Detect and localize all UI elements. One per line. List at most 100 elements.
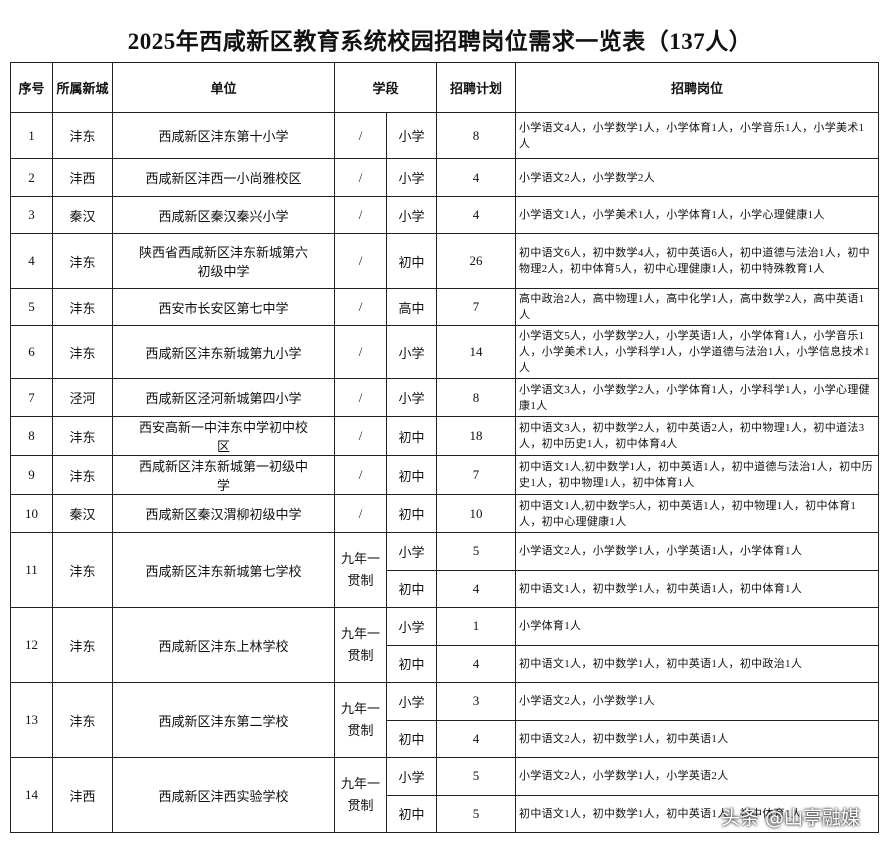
plan: 4 xyxy=(436,569,517,608)
unit: 西安高新一中沣东中学初中校区 xyxy=(112,416,335,456)
posts: 高中政治2人，高中物理1人，高中化学1人，高中数学2人，高中英语1人 xyxy=(515,288,880,326)
stage: 初中 xyxy=(385,455,438,495)
school-type: / xyxy=(334,233,387,289)
plan: 5 xyxy=(436,757,517,796)
row-number: 4 xyxy=(10,233,53,289)
unit: 西咸新区沣东上林学校 xyxy=(112,607,335,683)
posts: 初中语文2人，初中数学1人，初中英语1人 xyxy=(515,719,880,758)
row: 9 沣东 西咸新区沣东新城第一初级中学 / 初中 7 初中语文1人,初中数学1人，初中英语1… xyxy=(10,455,880,495)
school-type: / xyxy=(334,288,387,326)
stage: 初中 xyxy=(385,416,438,456)
posts: 初中语文3人，初中数学2人，初中英语2人，初中物理1人，初中道法3人，初中历史1… xyxy=(515,416,880,456)
row: 12 沣东 西咸新区沣东上林学校 九年一贯制 小学 1 小学体育1人 xyxy=(10,607,880,683)
plan: 5 xyxy=(436,794,517,833)
posts: 小学语文5人，小学数学2人，小学英语1人，小学体育1人，小学音乐1人，小学美术1… xyxy=(515,325,880,379)
district: 沣东 xyxy=(52,607,113,683)
stage: 初中 xyxy=(385,233,438,289)
stage: 小学 xyxy=(385,607,438,646)
unit: 西咸新区沣西一小尚雅校区 xyxy=(112,158,335,197)
unit: 西咸新区沣东新城第七学校 xyxy=(112,532,335,608)
plan: 10 xyxy=(436,494,517,533)
plan: 18 xyxy=(436,416,517,456)
unit: 西咸新区沣东第二学校 xyxy=(112,682,335,758)
posts: 小学语文2人，小学数学1人 xyxy=(515,682,880,721)
district: 沣东 xyxy=(52,455,113,495)
row: 8 沣东 西安高新一中沣东中学初中校区 / 初中 18 初中语文3人，初中数学2人，初中英语… xyxy=(10,416,880,456)
row-number: 5 xyxy=(10,288,53,326)
stage: 小学 xyxy=(385,378,438,417)
row: 初中 4 初中语文1人，初中数学1人，初中英语1人，初中体育1人 xyxy=(11,569,880,608)
plan: 7 xyxy=(436,288,517,326)
unit: 西咸新区沣东新城第一初级中学 xyxy=(112,455,335,495)
posts: 初中语文1人，初中数学1人，初中英语1人，初中政治1人 xyxy=(515,644,880,683)
stage: 小学 xyxy=(385,325,438,379)
row-number: 7 xyxy=(10,378,53,417)
school-type: / xyxy=(334,158,387,197)
plan: 7 xyxy=(436,455,517,495)
stage: 初中 xyxy=(385,569,438,608)
plan: 4 xyxy=(436,719,517,758)
district: 沣西 xyxy=(52,158,113,197)
plan: 14 xyxy=(436,325,517,379)
school-type: / xyxy=(334,416,387,456)
stage: 初中 xyxy=(385,494,438,533)
plan: 5 xyxy=(436,532,517,571)
plan: 4 xyxy=(436,196,517,234)
row-number: 10 xyxy=(10,494,53,533)
district: 沣东 xyxy=(52,233,113,289)
posts: 小学语文3人，小学数学2人，小学体育1人，小学科学1人，小学心理健康1人 xyxy=(515,378,880,417)
school-type: 九年一贯制 xyxy=(334,607,387,683)
plan: 1 xyxy=(436,607,517,646)
row: 11 沣东 西咸新区沣东新城第七学校 九年一贯制 小学 5 小学语文2人，小学数学1人，小学… xyxy=(10,532,880,608)
school-type: / xyxy=(334,112,387,159)
row-number: 2 xyxy=(10,158,53,197)
row: 7 泾河 西咸新区泾河新城第四小学 / 小学 8 小学语文3人，小学数学2人，小学体育1人，… xyxy=(10,378,880,417)
watermark: 头条 @山亭融媒 xyxy=(720,807,860,829)
row-number: 8 xyxy=(10,416,53,456)
stage: 初中 xyxy=(385,644,438,683)
unit: 西咸新区沣西实验学校 xyxy=(112,757,335,833)
row-number: 12 xyxy=(10,607,53,683)
row: 初中 4 初中语文1人，初中数学1人，初中英语1人，初中政治1人 xyxy=(11,644,880,683)
district: 沣东 xyxy=(52,682,113,758)
table: 序号 所属新城 单位 学段 招聘计划 招聘岗位 1 沣东 西咸新区沣东第十小学 / 小学 8 小学语文… xyxy=(10,62,880,833)
posts: 初中语文1人，初中数学1人，初中英语1人，初中体育1人 xyxy=(515,569,880,608)
district: 沣东 xyxy=(52,112,113,159)
district: 秦汉 xyxy=(52,494,113,533)
plan: 3 xyxy=(436,682,517,721)
stage: 小学 xyxy=(385,532,438,571)
posts: 初中语文1人,初中数学1人，初中英语1人，初中道德与法治1人，初中历史1人，初中… xyxy=(515,455,880,495)
stage: 高中 xyxy=(385,288,438,326)
school-type: / xyxy=(334,378,387,417)
header-cell: 招聘岗位 xyxy=(515,62,880,113)
header-row: 序号 所属新城 单位 学段 招聘计划 招聘岗位 xyxy=(10,62,880,113)
plan: 8 xyxy=(436,378,517,417)
row: 10 秦汉 西咸新区秦汉渭柳初级中学 / 初中 10 初中语文1人,初中数学5人，初中英语1… xyxy=(10,494,880,533)
unit: 西咸新区沣东第十小学 xyxy=(112,112,335,159)
stage: 初中 xyxy=(385,794,438,833)
school-type: / xyxy=(334,494,387,533)
posts: 小学体育1人 xyxy=(515,607,880,646)
plan: 26 xyxy=(436,233,517,289)
stage: 初中 xyxy=(385,719,438,758)
header-cell: 单位 xyxy=(112,62,335,113)
district: 沣东 xyxy=(52,288,113,326)
district: 沣东 xyxy=(52,325,113,379)
stage: 小学 xyxy=(385,682,438,721)
posts: 小学语文2人，小学数学2人 xyxy=(515,158,880,197)
district: 沣东 xyxy=(52,416,113,456)
row-number: 3 xyxy=(10,196,53,234)
district: 秦汉 xyxy=(52,196,113,234)
unit: 陕西省西咸新区沣东新城第六初级中学 xyxy=(112,233,335,289)
stage: 小学 xyxy=(385,112,438,159)
header-cell: 学段 xyxy=(333,62,438,113)
posts: 初中语文1人，初中数学1人，初中英语1人，初中体育1人 xyxy=(515,794,880,833)
posts: 初中语文6人，初中数学4人，初中英语6人，初中道德与法治1人，初中物理2人，初中… xyxy=(515,233,880,289)
school-type: / xyxy=(334,455,387,495)
title: 2025年西咸新区教育系统校园招聘岗位需求一览表（137人） xyxy=(127,29,753,54)
posts: 小学语文4人，小学数学1人，小学体育1人，小学音乐1人，小学美术1人 xyxy=(515,112,880,159)
row: 4 沣东 陕西省西咸新区沣东新城第六初级中学 / 初中 26 初中语文6人，初中数学4人，初… xyxy=(10,233,880,289)
row: 初中 5 初中语文1人，初中数学1人，初中英语1人，初中体育1人 xyxy=(11,794,880,833)
plan: 4 xyxy=(436,158,517,197)
